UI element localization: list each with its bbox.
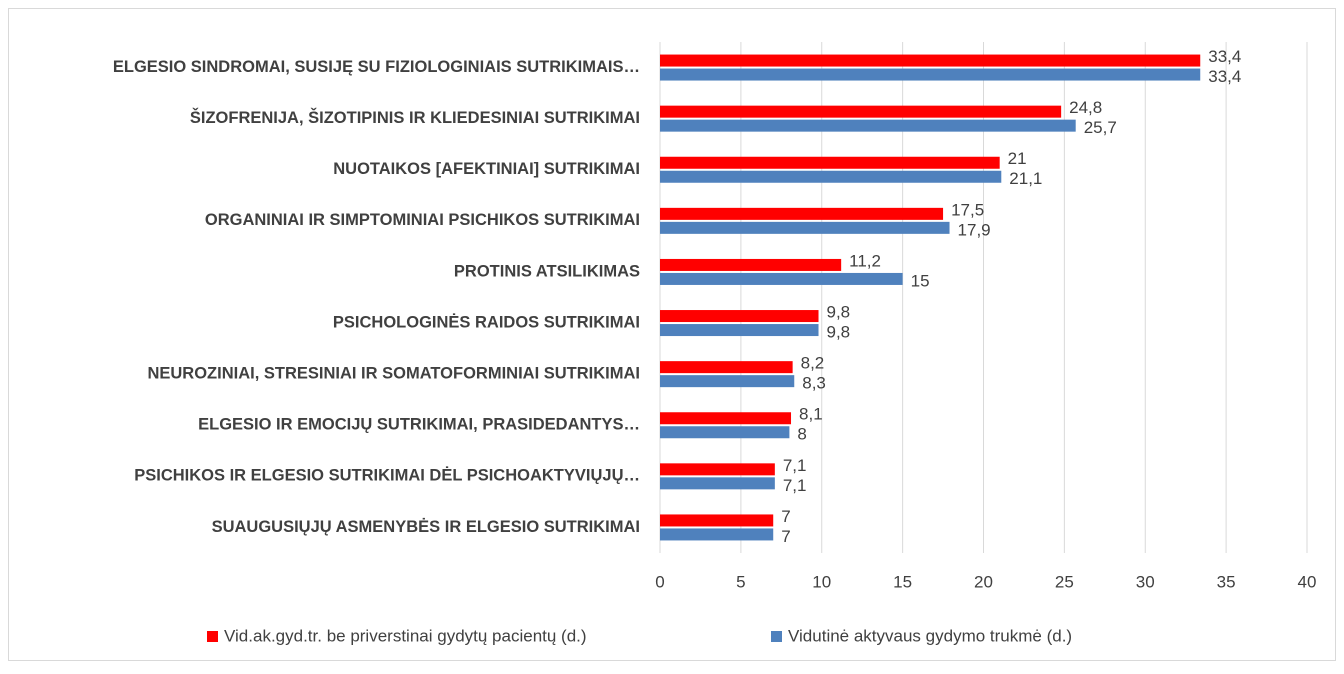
y-tick-label: PSICHOLOGINĖS RAIDOS SUTRIKIMAI xyxy=(333,313,640,331)
data-label: 7,1 xyxy=(783,456,807,475)
data-label: 9,8 xyxy=(827,303,851,322)
y-tick-label: SUAUGUSIŲJŲ ASMENYBĖS IR ELGESIO SUTRIKI… xyxy=(212,518,640,536)
bar xyxy=(660,514,774,527)
data-label: 33,4 xyxy=(1208,67,1241,86)
y-tick-label: ORGANINIAI IR SIMPTOMINIAI PSICHIKOS SUT… xyxy=(205,211,640,229)
bar xyxy=(660,119,1076,132)
y-tick-label: ŠIZOFRENIJA, ŠIZOTIPINIS IR KLIEDESINIAI… xyxy=(190,108,640,127)
y-tick-label: NEUROZINIAI, STRESINIAI IR SOMATOFORMINI… xyxy=(147,365,640,383)
x-tick-label: 5 xyxy=(736,572,745,591)
y-tick-label: PSICHIKOS IR ELGESIO SUTRIKIMAI DĖL PSIC… xyxy=(134,467,640,485)
legend-swatch xyxy=(207,631,218,642)
bar xyxy=(660,361,793,374)
legend-label: Vid.ak.gyd.tr. be priverstinai gydytų pa… xyxy=(224,626,587,645)
data-label: 21,1 xyxy=(1009,169,1042,188)
legend-swatch xyxy=(771,631,782,642)
data-label: 11,2 xyxy=(849,251,881,270)
bar xyxy=(660,426,790,439)
bar xyxy=(660,207,944,220)
bar xyxy=(660,68,1201,81)
data-label: 15 xyxy=(911,271,930,290)
legend-label: Vidutinė aktyvaus gydymo trukmė (d.) xyxy=(788,626,1072,645)
x-tick-label: 25 xyxy=(1055,572,1074,591)
data-label: 17,9 xyxy=(958,220,991,239)
x-tick-label: 40 xyxy=(1298,572,1317,591)
bar xyxy=(660,105,1062,118)
data-label: 8,1 xyxy=(799,405,823,424)
y-tick-label: ELGESIO SINDROMAI, SUSIJĘ SU FIZIOLOGINI… xyxy=(113,58,640,76)
bar xyxy=(660,221,950,234)
data-label: 9,8 xyxy=(827,323,851,342)
data-label: 21 xyxy=(1008,149,1027,168)
data-label: 7,1 xyxy=(783,476,807,495)
data-label: 8,2 xyxy=(801,354,825,373)
bar xyxy=(660,528,774,541)
bar xyxy=(660,170,1002,183)
data-label: 17,5 xyxy=(951,200,984,219)
x-tick-label: 0 xyxy=(655,572,664,591)
data-label: 24,8 xyxy=(1069,98,1102,117)
bar xyxy=(660,375,795,388)
y-tick-label: ELGESIO IR EMOCIJŲ SUTRIKIMAI, PRASIDEDA… xyxy=(198,416,640,434)
data-label: 7 xyxy=(781,507,790,526)
y-tick-label: NUOTAIKOS [AFEKTINIAI] SUTRIKIMAI xyxy=(333,160,640,178)
bar xyxy=(660,477,775,490)
x-tick-label: 10 xyxy=(812,572,831,591)
bar xyxy=(660,324,819,337)
x-tick-label: 20 xyxy=(974,572,993,591)
bar xyxy=(660,272,903,285)
bar xyxy=(660,54,1201,67)
x-tick-label: 15 xyxy=(893,572,912,591)
bar xyxy=(660,258,842,271)
x-tick-label: 30 xyxy=(1136,572,1155,591)
data-label: 25,7 xyxy=(1084,118,1117,137)
bar xyxy=(660,412,792,425)
data-label: 33,4 xyxy=(1208,47,1241,66)
data-label: 8 xyxy=(797,425,806,444)
x-tick-label: 35 xyxy=(1217,572,1236,591)
bar xyxy=(660,156,1000,169)
y-tick-label: PROTINIS ATSILIKIMAS xyxy=(454,262,640,280)
bar xyxy=(660,310,819,323)
data-label: 7 xyxy=(781,527,790,546)
data-label: 8,3 xyxy=(802,374,826,393)
bar xyxy=(660,463,775,476)
